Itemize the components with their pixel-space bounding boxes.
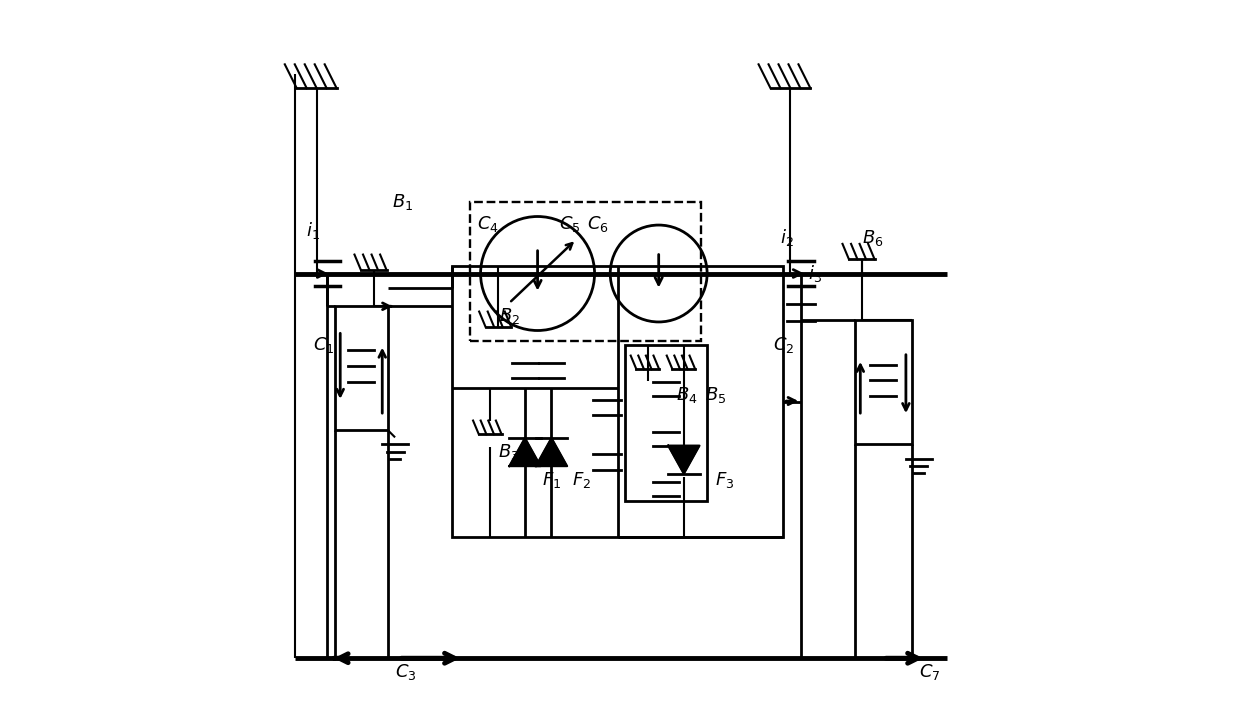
Text: $C_5$: $C_5$ — [559, 214, 580, 233]
Text: $B_3$: $B_3$ — [498, 442, 519, 462]
Text: $B_1$: $B_1$ — [392, 192, 413, 213]
Bar — [855, 320, 912, 444]
Text: $F_2$: $F_2$ — [572, 470, 591, 490]
Text: $B_4$: $B_4$ — [676, 385, 698, 405]
Text: $B_6$: $B_6$ — [861, 228, 883, 248]
Text: $C_6$: $C_6$ — [587, 214, 610, 233]
Text: $F_3$: $F_3$ — [715, 470, 733, 490]
Text: $C_4$: $C_4$ — [477, 214, 498, 233]
Text: $C_1$: $C_1$ — [313, 335, 335, 355]
Text: $C_3$: $C_3$ — [395, 663, 416, 683]
Polygon shape — [535, 438, 567, 466]
Text: $C_7$: $C_7$ — [918, 663, 940, 683]
Bar — [335, 306, 388, 430]
Bar — [452, 266, 783, 537]
Bar — [470, 202, 701, 341]
Text: $B_5$: $B_5$ — [705, 385, 726, 405]
Polygon shape — [509, 438, 540, 466]
Text: $i_1$: $i_1$ — [306, 220, 320, 241]
Text: $i_3$: $i_3$ — [808, 263, 823, 284]
Text: $C_2$: $C_2$ — [773, 335, 794, 355]
Text: $B_2$: $B_2$ — [498, 307, 519, 326]
Polygon shape — [668, 446, 700, 474]
Text: $F_1$: $F_1$ — [543, 470, 561, 490]
Text: $i_2$: $i_2$ — [781, 228, 794, 248]
Bar — [624, 345, 706, 501]
